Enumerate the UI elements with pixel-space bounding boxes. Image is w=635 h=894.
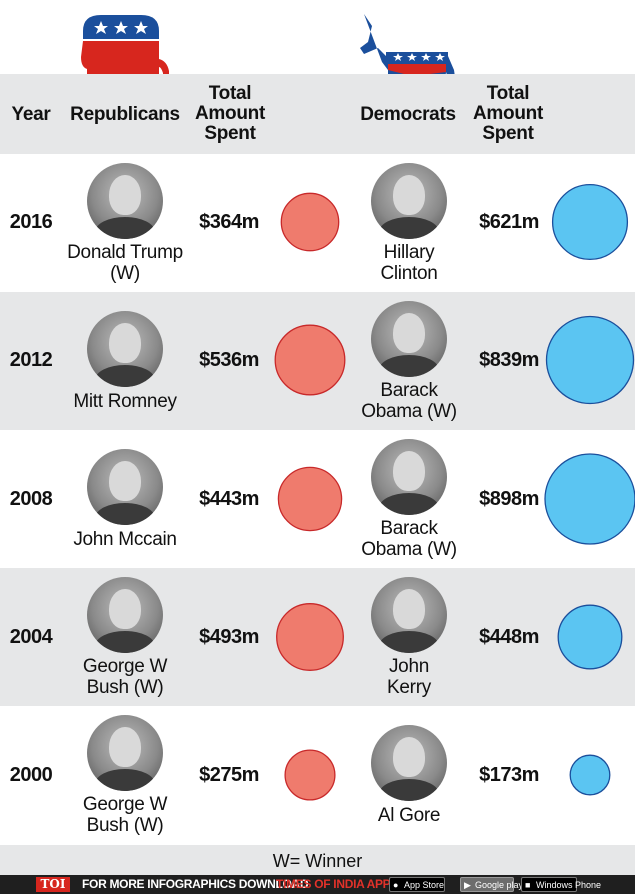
header-democrats: Democrats (360, 104, 456, 125)
candidate-photo-dem (371, 439, 447, 515)
dem-amount: $839m (479, 349, 539, 371)
rep-spend-bubble-2000 (284, 749, 336, 801)
candidate-photo-rep (87, 715, 163, 791)
rep-spend-bubble-2016 (280, 192, 340, 252)
windows-icon: ■ (525, 880, 531, 890)
rep-amount: $275m (199, 764, 259, 786)
dem-candidate-name: Barack Obama (W) (361, 518, 457, 560)
app-store-label: App Store (404, 880, 445, 890)
google-play-badge[interactable]: ▶ Google play (460, 877, 523, 892)
dem-candidate-name: Al Gore (377, 805, 441, 826)
app-store-badge[interactable]: ● App Store (389, 877, 445, 892)
apple-icon: ● (393, 880, 399, 890)
rep-candidate-name: Mitt Romney (73, 391, 177, 412)
windows-phone-badge[interactable]: ■ Windows Phone (521, 877, 601, 892)
play-icon: ▶ (464, 880, 471, 890)
dem-spend-bubble-2012 (545, 315, 635, 405)
rep-spend-bubble-2012 (274, 324, 346, 396)
header-rep-total-spent: Total Amount Spent (195, 83, 265, 144)
header-republicans: Republicans (70, 104, 180, 125)
dem-candidate-name: Hillary Clinton (380, 242, 438, 284)
dem-spend-bubble-2000 (569, 754, 611, 796)
year-label: 2000 (9, 764, 53, 786)
dem-candidate-name: John Kerry (387, 656, 431, 698)
candidate-photo-dem (371, 725, 447, 801)
year-label: 2012 (9, 349, 53, 371)
rep-spend-bubble-2008 (277, 466, 343, 532)
candidate-photo-dem (371, 301, 447, 377)
header-year: Year (11, 104, 51, 125)
rep-spend-bubble-2004 (276, 603, 344, 671)
promo-app-link[interactable]: TIMES OF INDIA APP (276, 877, 391, 891)
year-label: 2016 (9, 211, 53, 233)
year-label: 2004 (9, 626, 53, 648)
windows-phone-label: Windows Phone (536, 880, 602, 890)
candidate-photo-rep (87, 163, 163, 239)
rep-amount: $493m (199, 626, 259, 648)
legend-band (0, 845, 635, 875)
google-play-label: Google play (475, 880, 524, 890)
dem-amount: $621m (479, 211, 539, 233)
table-header (0, 74, 635, 154)
dem-amount: $448m (479, 626, 539, 648)
candidate-photo-rep (87, 449, 163, 525)
candidate-photo-rep (87, 577, 163, 653)
promo-text: FOR MORE INFOGRAPHICS DOWNLOAD (82, 877, 309, 891)
header-dem-total-spent: Total Amount Spent (473, 83, 543, 144)
rep-candidate-name: George W Bush (W) (82, 794, 168, 836)
rep-candidate-name: George W Bush (W) (82, 656, 168, 698)
rep-amount: $364m (199, 211, 259, 233)
candidate-photo-rep (87, 311, 163, 387)
dem-candidate-name: Barack Obama (W) (361, 380, 457, 422)
winner-legend: W= Winner (272, 851, 363, 871)
year-label: 2008 (9, 488, 53, 510)
dem-spend-bubble-2004 (557, 604, 623, 670)
candidate-photo-dem (371, 577, 447, 653)
dem-spend-bubble-2016 (551, 183, 629, 261)
rep-amount: $536m (199, 349, 259, 371)
rep-amount: $443m (199, 488, 259, 510)
rep-candidate-name: Donald Trump (W) (67, 242, 183, 284)
dem-amount: $173m (479, 764, 539, 786)
rep-candidate-name: John Mccain (73, 529, 177, 550)
dem-spend-bubble-2008 (544, 453, 635, 545)
toi-logo: TOI (36, 877, 70, 892)
dem-amount: $898m (479, 488, 539, 510)
candidate-photo-dem (371, 163, 447, 239)
